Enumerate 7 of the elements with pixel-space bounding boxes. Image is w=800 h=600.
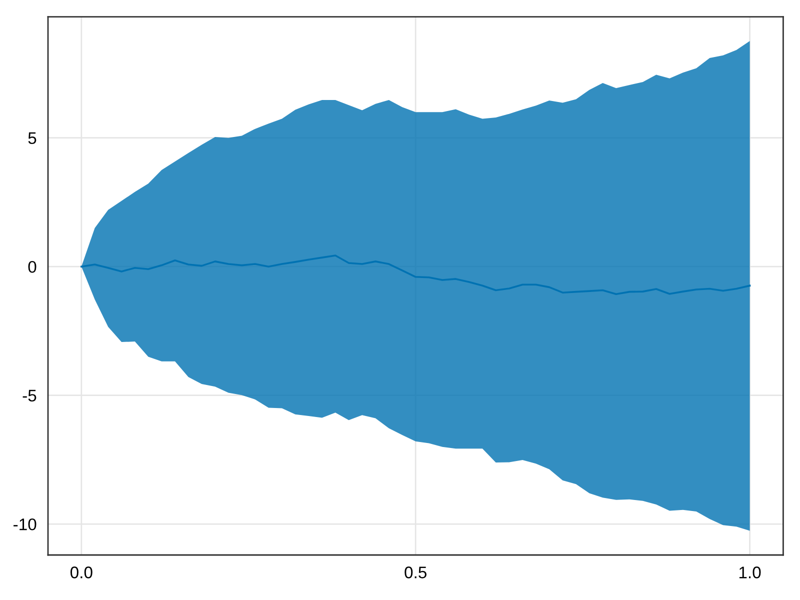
y-tick-label: 0	[28, 260, 36, 273]
x-tick-label: 0.5	[404, 566, 426, 578]
y-tick-label: -5	[22, 390, 36, 402]
y-tick-label: -10	[14, 518, 36, 530]
y-tick-label: 5	[28, 132, 36, 144]
x-tick-label: 1.0	[739, 566, 761, 578]
x-tick-label: 0.0	[70, 566, 92, 578]
